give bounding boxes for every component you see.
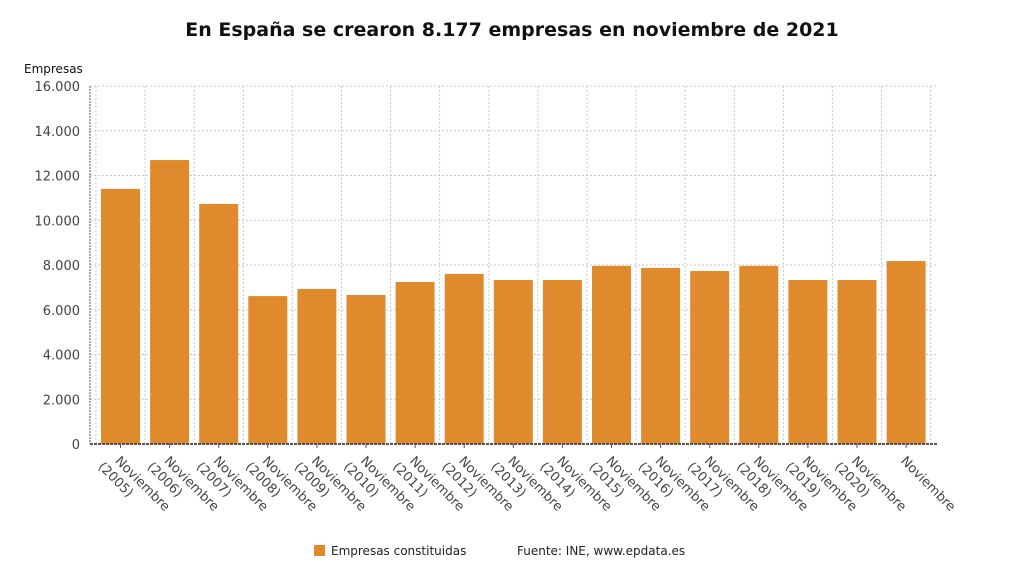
- y-tick-label: 10.000: [35, 214, 81, 229]
- bar: [641, 267, 681, 444]
- bar: [886, 261, 926, 444]
- bar: [297, 288, 337, 444]
- y-tick-label: 14.000: [35, 125, 81, 140]
- y-tick-label: 4.000: [43, 349, 80, 364]
- source-text: Fuente: INE, www.epdata.es: [517, 544, 685, 558]
- legend-swatch: [314, 545, 325, 556]
- bar: [395, 282, 435, 444]
- bar: [592, 265, 631, 444]
- y-tick-label: 16.000: [35, 80, 81, 95]
- bar: [101, 188, 140, 444]
- bar: [444, 273, 484, 444]
- y-tick-label: 12.000: [35, 170, 81, 185]
- chart-title: En España se crearon 8.177 empresas en n…: [185, 19, 838, 41]
- bar: [837, 279, 877, 444]
- bar: [150, 160, 190, 444]
- legend-label: Empresas constituidas: [331, 544, 466, 558]
- y-tick-label: 2.000: [43, 393, 80, 408]
- bar: [788, 279, 828, 444]
- bar: [493, 279, 533, 444]
- y-tick-label: 8.000: [43, 259, 80, 274]
- bar: [542, 279, 582, 444]
- bar: [346, 294, 386, 444]
- legend: Empresas constituidas Fuente: INE, www.e…: [314, 544, 685, 558]
- bar: [248, 296, 288, 444]
- y-axis-label: Empresas: [24, 62, 83, 76]
- bar: [199, 203, 239, 444]
- y-tick-label: 0: [72, 438, 80, 453]
- bar: [690, 271, 730, 444]
- y-tick-label: 6.000: [43, 304, 80, 319]
- bar: [739, 265, 779, 444]
